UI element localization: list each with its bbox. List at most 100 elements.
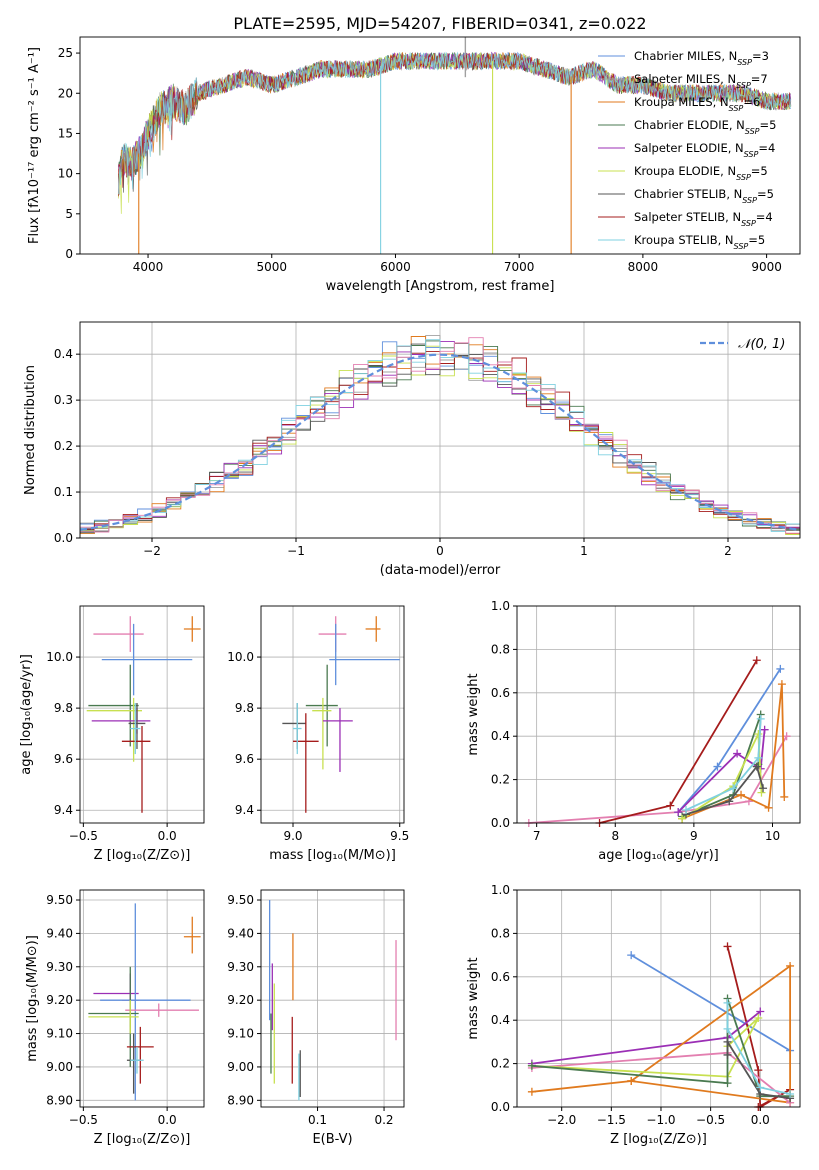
axes: 4000 5000 6000 7000 8000 9000 0 5 10 15 20 25 wavele… xyxy=(27,36,801,294)
y-tick-label: 10.0 xyxy=(46,650,73,664)
normal-curve xyxy=(80,353,800,531)
y-tick-label: 0.2 xyxy=(54,439,73,453)
panel-age_vs_mass: 9.0 9.5 9.4 9.6 9.8 10.0 mass [log₁₀(M/M⊙)] xyxy=(227,605,409,863)
weight-marker xyxy=(756,1083,765,1092)
weight-marker xyxy=(780,792,789,801)
y-tick-label: 9.20 xyxy=(46,993,73,1007)
y-tick-label: 0.4 xyxy=(491,1013,510,1027)
weight-marker xyxy=(682,805,691,814)
x-tick-label: −0.5 xyxy=(696,1113,725,1127)
x-axis-label: Z [log₁₀(Z/Z⊙)] xyxy=(94,848,191,863)
errorbar-point xyxy=(88,1000,139,1034)
errorbar-point xyxy=(312,697,332,770)
errorbar-point xyxy=(329,623,400,686)
x-tick-label: 6000 xyxy=(380,260,411,274)
x-tick-label: 0 xyxy=(436,544,444,558)
x-tick-label: 10 xyxy=(765,829,780,843)
y-tick-label: 15 xyxy=(58,126,73,140)
axes: 7 8 9 10 0.0 0.2 0.4 0.6 0.8 1.0 age [log₁₀(age/yr… xyxy=(466,599,801,863)
axes: 0.1 0.2 8.90 9.00 9.10 9.20 9.30 9.40 9.50 E(B-V) xyxy=(227,889,405,1147)
y-axis-label: mass weight xyxy=(466,957,481,1039)
legend-label: Chabrier STELIB, NSSP=5 xyxy=(634,187,774,205)
weight-marker xyxy=(674,808,683,817)
y-tick-label: 9.40 xyxy=(46,926,73,940)
weight-series xyxy=(723,1037,795,1103)
x-tick-label: 8000 xyxy=(628,260,659,274)
weight-series xyxy=(682,762,768,819)
panel-spectrum: Chabrier MILES, NSSP=3 Salpeter MILES, NS… xyxy=(27,36,801,294)
weight-marker xyxy=(737,790,746,799)
x-axis-label: wavelength [Angstrom, rest frame] xyxy=(326,279,555,294)
legend-label: Chabrier MILES, NSSP=3 xyxy=(634,49,769,67)
errorbar-point xyxy=(100,903,191,1101)
y-tick-label: 0.1 xyxy=(54,485,73,499)
errorbar-point xyxy=(130,703,141,755)
weight-marker xyxy=(756,1007,765,1016)
legend-label: Kroupa STELIB, NSSP=5 xyxy=(634,233,765,251)
x-tick-label: 0.0 xyxy=(751,1113,770,1127)
grid xyxy=(80,890,204,1107)
y-tick-label: 9.40 xyxy=(227,926,254,940)
plot-area: 𝒩(0, 1) xyxy=(80,335,800,537)
weight-marker xyxy=(754,753,763,762)
weight-marker xyxy=(756,714,765,723)
errorbar-point xyxy=(88,664,139,747)
y-axis-label: mass weight xyxy=(466,673,481,755)
errorbar-point xyxy=(365,616,381,642)
axes: −0.5 0.0 8.90 9.00 9.10 9.20 9.30 9.40 9.50 Z [lo… xyxy=(25,889,205,1147)
y-tick-label: 0.3 xyxy=(54,393,73,407)
y-axis-label: Flux [fλ10⁻¹⁷ erg cm⁻² s⁻¹ A⁻¹] xyxy=(27,47,42,244)
plot-area xyxy=(282,616,400,813)
axes: −2 −1 0 1 2 0.0 0.1 0.2 0.3 0.4 (data-model)/error… xyxy=(23,321,801,578)
legend-item: Kroupa STELIB, NSSP=5 xyxy=(598,233,765,251)
x-tick-label: −0.5 xyxy=(69,829,98,843)
weight-marker xyxy=(723,998,732,1007)
y-axis-label: mass [log₁₀(M/M⊙)] xyxy=(25,935,40,1062)
y-axis-label: Normed distribution xyxy=(23,365,38,495)
x-tick-label: 0.0 xyxy=(158,829,177,843)
errorbar-point xyxy=(293,703,302,755)
errorbar-point xyxy=(126,1026,154,1084)
grid xyxy=(261,606,404,823)
x-tick-label: 2 xyxy=(724,544,732,558)
weight-marker xyxy=(725,797,734,806)
x-tick-label: 5000 xyxy=(256,260,287,274)
weight-marker xyxy=(752,762,761,771)
weight-marker xyxy=(627,1076,636,1085)
y-tick-label: 9.4 xyxy=(54,803,73,817)
x-axis-label: Z [log₁₀(Z/Z⊙)] xyxy=(610,1132,707,1147)
weight-marker xyxy=(786,961,795,970)
weight-marker xyxy=(666,801,675,810)
weight-marker xyxy=(754,730,763,739)
x-tick-label: 0.0 xyxy=(158,1113,177,1127)
axes-frame xyxy=(79,605,205,824)
y-tick-label: 0.4 xyxy=(54,347,73,361)
legend-item: Salpeter MILES, NSSP=7 xyxy=(598,72,768,90)
weight-marker xyxy=(723,1024,732,1033)
y-tick-label: 9.10 xyxy=(227,1027,254,1041)
axes-frame xyxy=(79,36,801,255)
x-tick-label: 8 xyxy=(611,829,619,843)
plot-area: Chabrier MILES, NSSP=3 Salpeter MILES, NS… xyxy=(118,37,792,254)
weight-line xyxy=(726,1038,791,1100)
weight-line xyxy=(630,954,791,1052)
weight-marker xyxy=(754,1066,763,1075)
y-tick-label: 20 xyxy=(58,86,73,100)
x-tick-label: 9 xyxy=(690,829,698,843)
weight-marker xyxy=(729,784,738,793)
errorbar-point xyxy=(130,1046,144,1074)
weight-marker xyxy=(723,1037,732,1046)
weight-marker xyxy=(754,1014,763,1023)
weight-line xyxy=(677,729,766,813)
panel-weights_vs_age: 7 8 9 10 0.0 0.2 0.4 0.6 0.8 1.0 age [log₁₀(age/yr… xyxy=(466,599,801,863)
x-axis-label: Z [log₁₀(Z/Z⊙)] xyxy=(94,1132,191,1147)
y-tick-label: 9.8 xyxy=(235,701,254,715)
weight-marker xyxy=(786,1089,795,1098)
legend-item: Kroupa ELODIE, NSSP=5 xyxy=(598,164,768,182)
legend-label: Salpeter MILES, NSSP=7 xyxy=(634,72,768,90)
y-tick-label: 9.30 xyxy=(46,960,73,974)
weight-marker xyxy=(777,680,786,689)
y-tick-label: 0.8 xyxy=(491,926,510,940)
errorbar-point xyxy=(93,616,144,652)
weight-marker xyxy=(759,784,768,793)
